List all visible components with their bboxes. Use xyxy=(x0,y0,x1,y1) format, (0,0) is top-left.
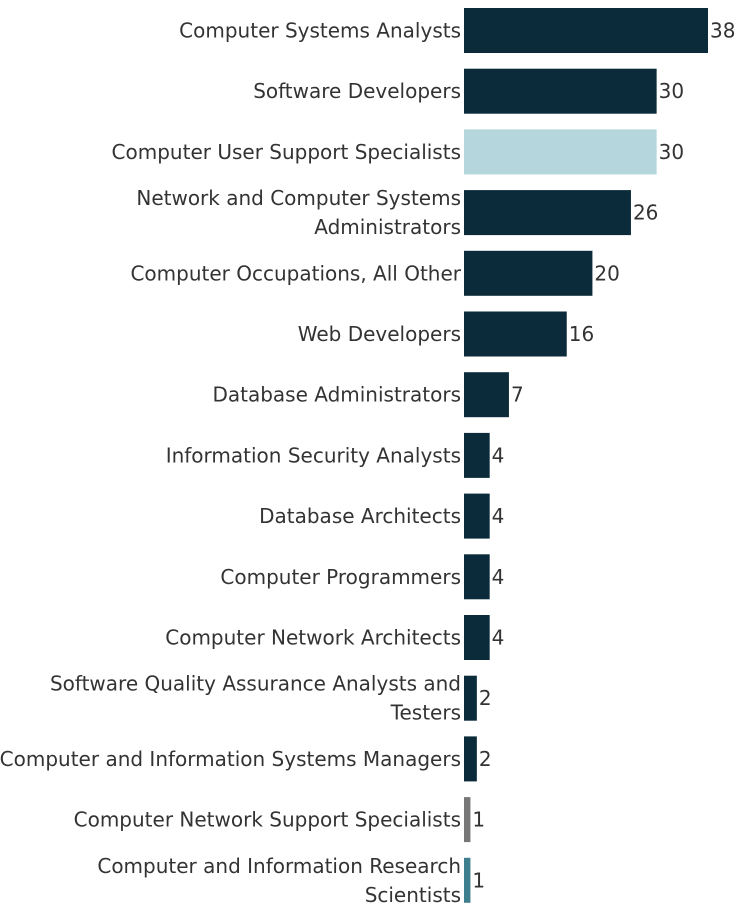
category-label-line: Network and Computer Systems xyxy=(136,186,461,210)
category-label-line: Administrators xyxy=(314,215,461,239)
bar xyxy=(464,615,490,660)
value-label: 30 xyxy=(659,79,684,103)
category-label: Database Architects xyxy=(259,504,461,528)
category-label-line: Software Quality Assurance Analysts and xyxy=(50,672,461,696)
category-label-line: Database Architects xyxy=(259,504,461,528)
category-label-line: Computer Systems Analysts xyxy=(179,19,461,43)
category-label-line: Database Administrators xyxy=(212,383,461,407)
bar xyxy=(464,129,657,175)
value-label: 2 xyxy=(479,747,492,771)
category-label-line: Scientists xyxy=(365,883,461,907)
bar xyxy=(464,493,490,539)
bar xyxy=(464,797,471,843)
category-label-line: Information Security Analysts xyxy=(166,443,461,467)
bar xyxy=(464,857,471,903)
category-label: Computer and Information Systems Manager… xyxy=(0,747,461,771)
category-label: Computer Programmers xyxy=(220,565,461,589)
category-label-line: Computer Occupations, All Other xyxy=(130,261,461,285)
value-label: 26 xyxy=(633,201,658,225)
value-label: 16 xyxy=(569,322,594,346)
category-label: Software Developers xyxy=(253,79,461,103)
bar xyxy=(464,372,509,418)
bars xyxy=(464,8,708,903)
value-label: 4 xyxy=(492,626,505,650)
bar xyxy=(464,432,490,478)
value-label: 30 xyxy=(659,140,684,164)
category-label-line: Computer Network Architects xyxy=(165,626,461,650)
value-label: 38 xyxy=(710,19,735,43)
category-label: Computer Network Support Specialists xyxy=(74,808,461,832)
value-label: 2 xyxy=(479,686,492,710)
category-label-line: Testers xyxy=(390,701,461,725)
bar xyxy=(464,68,657,114)
bar xyxy=(464,554,490,600)
value-label: 4 xyxy=(492,565,505,589)
category-label-line: Computer Network Support Specialists xyxy=(74,808,461,832)
category-label: Network and Computer Systems Administrato… xyxy=(136,186,461,239)
value-labels: 38 30 30 26 20 16 7 4 4 4 4 2 2 1 1 xyxy=(472,19,735,893)
value-label: 4 xyxy=(492,443,505,467)
category-labels: Computer Systems Analysts Software Develo… xyxy=(0,19,462,907)
category-label-line: Computer User Support Specialists xyxy=(112,140,461,164)
bar xyxy=(464,190,631,236)
value-label: 7 xyxy=(511,383,524,407)
category-label: Computer User Support Specialists xyxy=(112,140,461,164)
value-label: 1 xyxy=(472,868,485,892)
category-label-line: Computer Programmers xyxy=(220,565,461,589)
category-label-line: Web Developers xyxy=(298,322,461,346)
category-label-line: Computer and Information Research xyxy=(97,854,461,878)
value-label: 4 xyxy=(492,504,505,528)
bar xyxy=(464,250,593,296)
category-label-line: Computer and Information Systems Manager… xyxy=(0,747,461,771)
bar xyxy=(464,8,708,53)
bar xyxy=(464,311,567,357)
bar xyxy=(464,736,477,782)
category-label: Computer Occupations, All Other xyxy=(130,261,461,285)
category-label: Computer and Information Research Scienti… xyxy=(97,854,461,907)
category-label: Information Security Analysts xyxy=(166,443,461,467)
category-label: Database Administrators xyxy=(212,383,461,407)
value-label: 20 xyxy=(594,261,619,285)
category-label-line: Software Developers xyxy=(253,79,461,103)
category-label: Computer Network Architects xyxy=(165,626,461,650)
category-label: Computer Systems Analysts xyxy=(179,19,461,43)
value-label: 1 xyxy=(472,808,485,832)
bar xyxy=(464,675,477,721)
category-label: Software Quality Assurance Analysts and T… xyxy=(50,672,461,725)
category-label: Web Developers xyxy=(298,322,461,346)
